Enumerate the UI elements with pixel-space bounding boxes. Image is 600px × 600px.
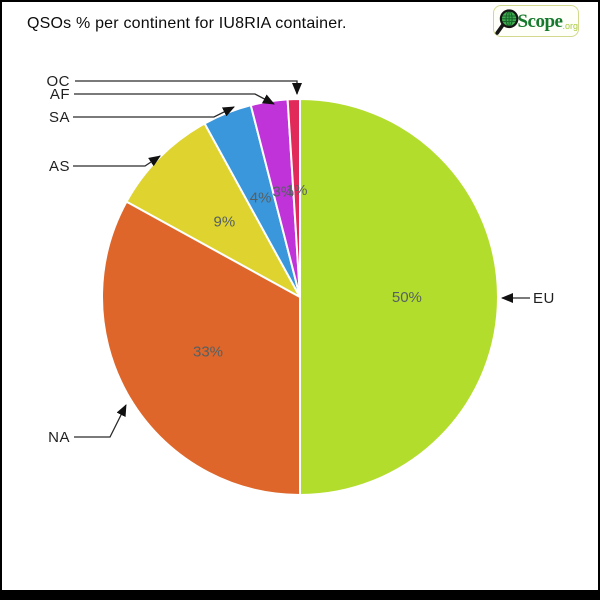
category-label-OC: OC — [47, 73, 71, 90]
pie-slices — [101, 98, 499, 496]
logo-text-scope: Scope — [517, 10, 563, 32]
callout-line-AS — [73, 155, 161, 167]
percent-label-AS: 9% — [214, 213, 236, 230]
qscope-logo: Scope .org — [493, 5, 579, 37]
pie-labels: 50% 33% 9% 4% 3%1% — [193, 182, 422, 360]
percent-label-AF: 3% — [272, 183, 294, 200]
percent-label-SA: 4% — [250, 190, 272, 207]
percent-label-NA: 33% — [193, 343, 223, 360]
pie-slice-NA — [101, 200, 301, 496]
callout-line-OC — [75, 80, 302, 95]
pie-slice-EU — [299, 98, 499, 496]
category-label-AF: AF — [50, 86, 70, 103]
percent-label-OC: 1% — [286, 182, 308, 199]
logo-text-org: .org — [562, 21, 578, 31]
category-label-AS: AS — [49, 158, 70, 175]
chart-title: QSOs % per continent for IU8RIA containe… — [27, 15, 347, 32]
percent-label-EU: 50% — [392, 289, 422, 306]
callout-line-AF — [74, 93, 275, 105]
callout-line-NA — [74, 404, 127, 438]
magnifier-globe-icon — [495, 8, 519, 35]
category-label-EU: EU — [533, 290, 555, 307]
category-label-SA: SA — [49, 109, 70, 126]
pie-slice-OC — [286, 98, 301, 298]
category-label-NA: NA — [48, 429, 70, 446]
callout-line-SA — [73, 106, 235, 118]
